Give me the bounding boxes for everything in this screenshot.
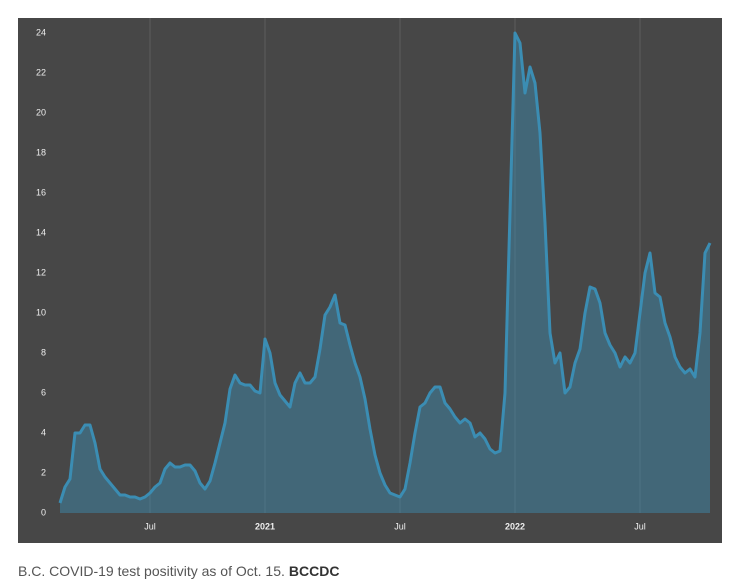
y-tick-label: 4 — [41, 427, 46, 437]
x-tick-label: 2021 — [255, 521, 275, 531]
y-tick-label: 6 — [41, 387, 46, 397]
chart-background — [18, 18, 722, 543]
area-fill — [60, 33, 710, 513]
x-tick-label: Jul — [144, 521, 156, 531]
line — [58, 31, 712, 504]
y-tick-label: 2 — [41, 467, 46, 477]
caption-source: BCCDC — [288, 563, 340, 579]
y-tick-label: 14 — [36, 227, 46, 237]
x-tick-label: Jul — [634, 521, 646, 531]
y-tick-label: 24 — [36, 27, 46, 37]
caption-text: B.C. COVID-19 test positivity as of Oct.… — [18, 563, 285, 579]
x-tick-label: Jul — [394, 521, 406, 531]
y-tick-label: 16 — [36, 187, 46, 197]
y-tick-label: 10 — [36, 307, 46, 317]
page: 0 2 4 6 8 10 12 14 16 18 20 22 24 Jul 2021 Jul 2022 Jul B… — [18, 18, 722, 579]
y-tick-label: 12 — [36, 267, 46, 277]
y-tick-label: 20 — [36, 107, 46, 117]
y-tick-label: 18 — [36, 147, 46, 157]
y-tick-label: 8 — [41, 347, 46, 357]
y-tick-label: 22 — [36, 67, 46, 77]
caption: B.C. COVID-19 test positivity as of Oct.… — [18, 563, 339, 579]
x-tick-label: 2022 — [505, 521, 525, 531]
y-tick-label: 0 — [41, 507, 46, 517]
